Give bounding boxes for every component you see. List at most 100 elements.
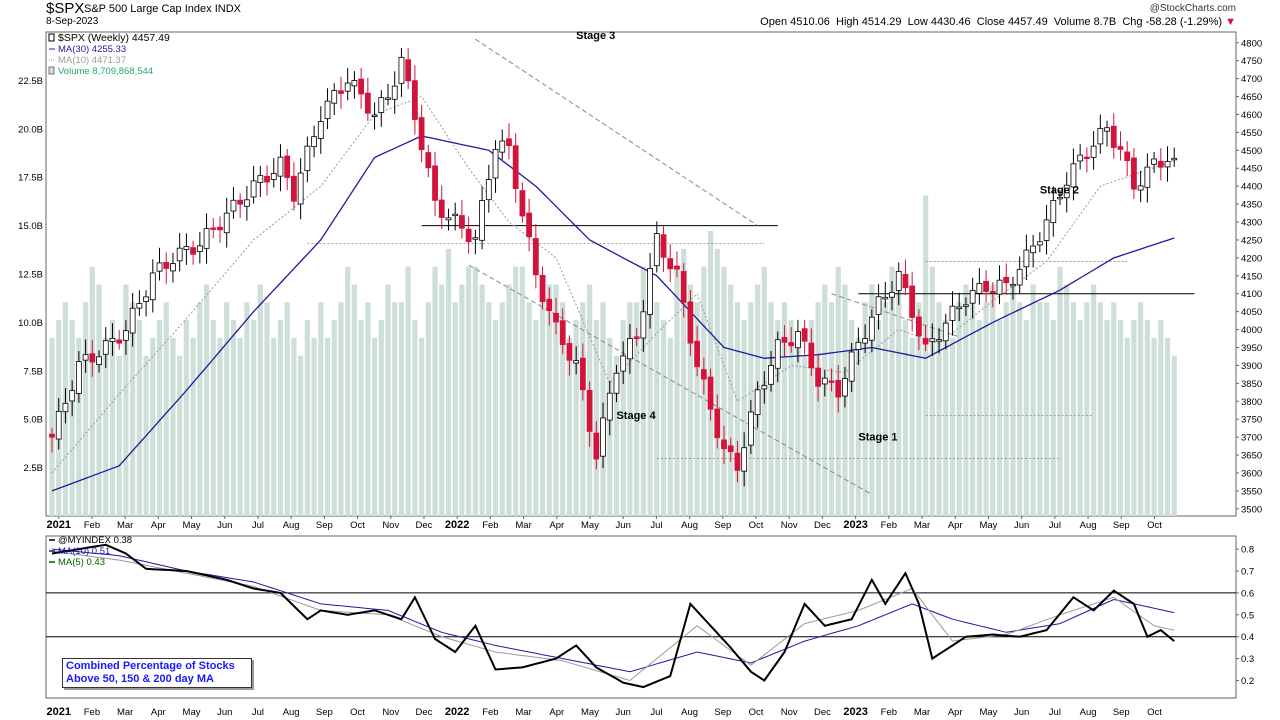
y-tick-label: 4600	[1241, 110, 1262, 121]
volume-bar	[560, 302, 566, 516]
candle-body	[136, 303, 143, 309]
volume-bar	[714, 248, 720, 516]
x-tick-label: May	[581, 520, 599, 531]
candle-body	[190, 247, 197, 255]
volume-bar	[674, 266, 680, 516]
x-tick-label: Nov	[781, 520, 798, 531]
volume-bar	[210, 320, 216, 516]
chart-date: 8-Sep-2023	[46, 16, 99, 27]
y-tick-label: 3750	[1241, 415, 1262, 426]
volume-bar	[513, 266, 519, 516]
chart-symbol: $SPX	[46, 0, 85, 17]
volume-bar	[392, 302, 398, 516]
volume-bar	[69, 320, 75, 516]
candle-body	[1144, 166, 1151, 188]
x-tick-label: Feb	[482, 520, 498, 531]
volume-bar	[439, 284, 445, 516]
x-tick-label: Mar	[914, 707, 930, 718]
volume-bar	[103, 337, 109, 516]
volume-bar	[217, 337, 223, 516]
x-tick-label: Aug	[283, 707, 300, 718]
volume-bar	[1003, 302, 1009, 516]
candle-body	[123, 330, 129, 341]
x-tick-label: Oct	[1147, 707, 1162, 718]
candle-body	[1097, 127, 1104, 145]
volume-bar	[264, 302, 270, 516]
volume-bar	[721, 266, 727, 516]
candle-body	[156, 262, 163, 272]
volume-bar	[486, 302, 492, 516]
x-tick-label: Jul	[252, 520, 264, 531]
candle-body	[801, 328, 808, 342]
volume-bar	[808, 320, 814, 516]
candle-body	[1070, 163, 1077, 188]
x-tick-label: Oct	[350, 707, 365, 718]
volume-bar	[1037, 302, 1043, 516]
candle-body	[620, 355, 627, 372]
candle-body	[344, 82, 351, 92]
x-tick-label: Apr	[151, 707, 166, 718]
candle-body	[653, 233, 660, 267]
candle-body	[909, 285, 916, 318]
candle-body	[774, 339, 781, 369]
x-tick-label: Nov	[382, 707, 399, 718]
volume-bar	[83, 302, 89, 516]
volume-bar	[640, 266, 646, 516]
y-tick-label: 4800	[1241, 38, 1262, 49]
candle-body	[579, 357, 586, 391]
candle-body	[1083, 156, 1090, 159]
x-tick-label: Apr	[549, 520, 564, 531]
candle-body	[237, 199, 244, 205]
candle-body	[1171, 157, 1178, 161]
volume-bar	[566, 337, 573, 516]
candle-body	[465, 228, 472, 243]
volume-bar	[1144, 320, 1150, 516]
volume-bar	[1091, 284, 1097, 516]
y-tick-label: 3700	[1241, 433, 1262, 444]
volume-bar	[1070, 302, 1077, 516]
y-tick-label: 4400	[1241, 182, 1262, 193]
candle-body	[1003, 276, 1010, 284]
chart-name: S&P 500 Large Cap Index INDX	[84, 3, 241, 15]
y-tick-label: 4050	[1241, 307, 1262, 318]
volume-bar	[734, 302, 741, 516]
x-tick-label: Feb	[84, 520, 100, 531]
x-tick-label: Dec	[814, 520, 831, 531]
candle-body	[163, 261, 170, 269]
candle-body	[438, 199, 445, 218]
candle-body	[976, 283, 983, 294]
volume-tick-label: 15.0B	[18, 221, 43, 232]
candle-body	[747, 411, 754, 446]
y-tick-label: 4100	[1241, 289, 1262, 300]
volume-bar	[1171, 355, 1177, 516]
x-tick-label: Nov	[781, 707, 798, 718]
candle-body	[821, 377, 828, 385]
volume-bar	[466, 266, 472, 516]
volume-bar	[412, 320, 418, 516]
volume-bar	[963, 284, 969, 516]
volume-bar	[990, 284, 996, 516]
volume-bar	[943, 320, 949, 516]
volume-bar	[385, 284, 391, 516]
high-label: High	[836, 16, 859, 28]
candle-body	[512, 145, 519, 189]
volume-bar	[203, 284, 210, 516]
volume-bar	[351, 284, 357, 516]
volume-bar	[929, 266, 935, 516]
candle-body	[398, 56, 405, 84]
volume-bar	[647, 284, 653, 516]
volume-bar	[177, 355, 183, 516]
candle-body	[304, 145, 311, 172]
close-value: 4457.49	[1007, 16, 1048, 28]
volume-bar	[634, 302, 640, 516]
candle-body	[553, 312, 559, 323]
open-label: Open	[760, 16, 788, 28]
candle-body	[432, 165, 438, 201]
x-tick-label: Sep	[1113, 707, 1130, 718]
ohlc-readout: Open 4510.06 High 4514.29 Low 4430.46 Cl…	[760, 16, 1236, 28]
y-tick-label: 3550	[1241, 486, 1262, 497]
legend-swatch	[48, 66, 55, 75]
volume-bar	[479, 284, 485, 516]
x-tick-label: May	[979, 520, 997, 531]
candle-body	[324, 100, 331, 120]
